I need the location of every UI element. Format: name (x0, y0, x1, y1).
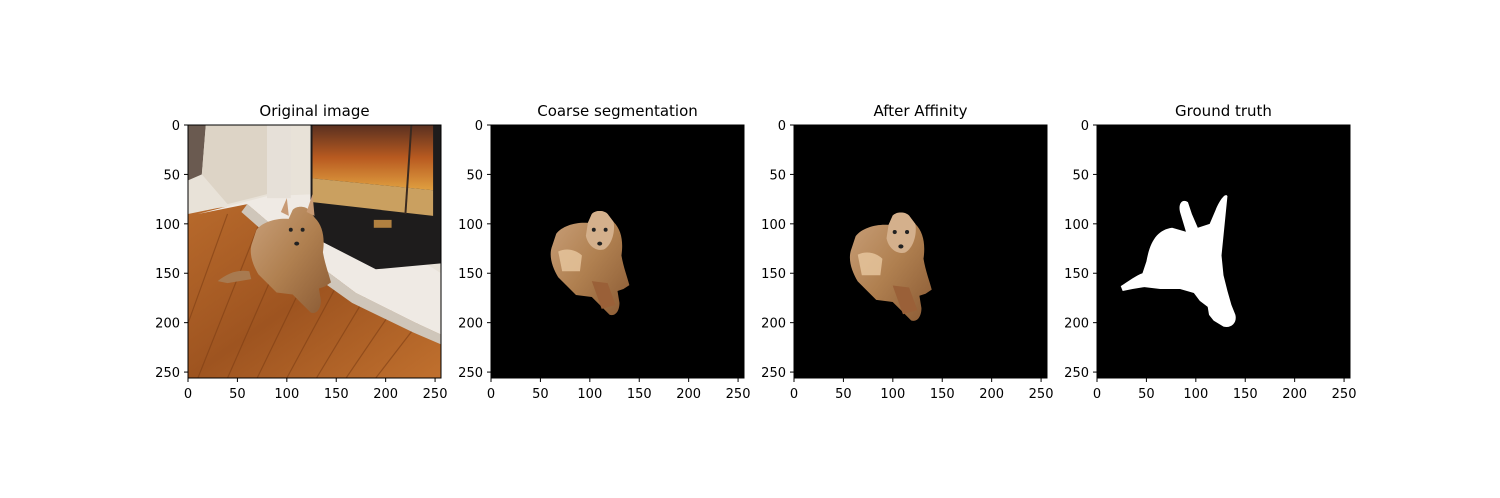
y-tick-label: 0 (172, 119, 180, 134)
x-tick-label: 150 (627, 387, 652, 402)
x-tick-label: 200 (373, 387, 398, 402)
panel-photo: Original image 0 50 100 150 200 250 0 50 100 150 20… (155, 102, 448, 402)
x-tick-label: 50 (1138, 387, 1155, 402)
x-tick-label: 100 (1183, 387, 1208, 402)
x-tick-label: 0 (1093, 387, 1101, 402)
y-tick-label: 150 (1064, 267, 1089, 282)
y-tick-label: 250 (155, 366, 180, 381)
ground-truth-mask (1120, 195, 1236, 327)
axes-frame (1096, 124, 1351, 379)
panel-title: Ground truth (1175, 102, 1272, 120)
y-tick-label: 250 (761, 366, 786, 381)
x-tick-label: 0 (790, 387, 798, 402)
x-tick-label: 100 (577, 387, 602, 402)
y-tick-label: 50 (769, 168, 786, 183)
y-tick-label: 0 (778, 119, 786, 134)
x-tick-label: 150 (1233, 387, 1258, 402)
y-tick-label: 250 (1064, 366, 1089, 381)
x-tick-label: 250 (726, 387, 751, 402)
x-tick-label: 100 (274, 387, 299, 402)
background-region (1097, 125, 1350, 378)
y-tick-label: 100 (761, 218, 786, 233)
x-tick-label: 200 (1282, 387, 1307, 402)
image-area (491, 125, 744, 378)
x-tick-label: 200 (676, 387, 701, 402)
dog (250, 206, 331, 314)
y-tick-label: 200 (155, 317, 180, 332)
y-tick-label: 100 (155, 218, 180, 233)
x-tick-label: 200 (979, 387, 1004, 402)
y-tick-label: 150 (761, 267, 786, 282)
panel-title: Original image (259, 102, 369, 120)
x-tick-label: 250 (1332, 387, 1357, 402)
y-tick-label: 50 (466, 168, 483, 183)
y-tick-label: 200 (458, 317, 483, 332)
x-tick-label: 150 (930, 387, 955, 402)
x-tick-label: 50 (229, 387, 246, 402)
panel-affinity: After Affinity 0 50 100 150 200 250 0 50 100 150 20… (761, 102, 1053, 402)
y-tick-label: 100 (1064, 218, 1089, 233)
x-tick-label: 100 (880, 387, 905, 402)
image-area (188, 125, 441, 378)
y-tick-label: 100 (458, 218, 483, 233)
x-tick-label: 50 (532, 387, 549, 402)
image-area (794, 125, 1047, 378)
panel-title: Coarse segmentation (537, 102, 698, 120)
x-tick-label: 50 (835, 387, 852, 402)
x-tick-label: 250 (1029, 387, 1054, 402)
image-area (1097, 125, 1350, 378)
axes-frame (490, 124, 745, 379)
y-tick-label: 0 (1081, 119, 1089, 134)
x-tick-label: 0 (184, 387, 192, 402)
panel-coarse: Coarse segmentation 0 50 100 150 200 250 0 50 100… (458, 102, 750, 402)
y-tick-label: 200 (1064, 317, 1089, 332)
axes-frame (187, 124, 442, 379)
panel-mask: Ground truth 0 50 100 150 200 250 0 50 100 150 200 2… (1064, 102, 1356, 402)
y-tick-label: 50 (1072, 168, 1089, 183)
x-tick-label: 250 (423, 387, 448, 402)
y-tick-label: 150 (155, 267, 180, 282)
y-tick-label: 250 (458, 366, 483, 381)
x-tick-label: 150 (324, 387, 349, 402)
y-tick-label: 0 (475, 119, 483, 134)
x-tick-label: 0 (487, 387, 495, 402)
panel-title: After Affinity (874, 102, 968, 120)
y-tick-label: 200 (761, 317, 786, 332)
y-tick-label: 150 (458, 267, 483, 282)
y-tick-label: 50 (163, 168, 180, 183)
axes-frame (793, 124, 1048, 379)
